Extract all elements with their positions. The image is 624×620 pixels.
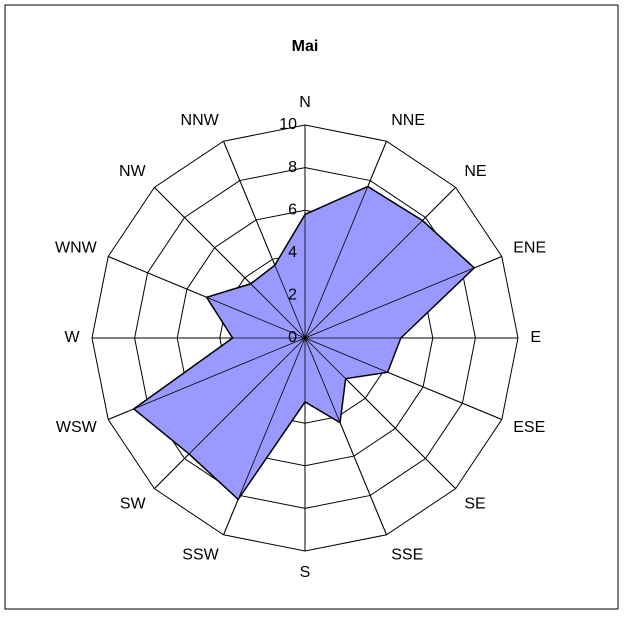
spoke xyxy=(108,337,306,420)
category-label: S xyxy=(300,564,311,581)
category-label: SE xyxy=(464,495,485,512)
r-tick-label: 6 xyxy=(288,201,297,218)
spoke xyxy=(304,337,456,489)
plot-area: 0 2 4 6 8 10N NNE NE ENE E ESE SE SSE S SSW SW WSW W WNW NW… xyxy=(55,94,546,581)
category-label: SSW xyxy=(182,546,219,563)
r-tick-label: 4 xyxy=(288,244,297,261)
spoke xyxy=(154,337,306,489)
spoke xyxy=(304,187,456,339)
category-label: WNW xyxy=(55,239,98,256)
r-tick-label: 0 xyxy=(288,329,297,346)
spoke xyxy=(304,337,387,535)
r-tick-label: 8 xyxy=(288,159,297,176)
category-label: SW xyxy=(120,495,147,512)
spoke xyxy=(304,256,502,339)
category-label: W xyxy=(64,329,80,346)
chart-title: Mai xyxy=(292,38,319,55)
spoke xyxy=(154,187,306,339)
category-label: WSW xyxy=(56,419,98,436)
category-label: E xyxy=(530,329,541,346)
category-label: ENE xyxy=(513,239,546,256)
category-label: NW xyxy=(119,163,147,180)
spoke xyxy=(223,337,306,535)
spoke xyxy=(304,141,387,339)
r-tick-label: 10 xyxy=(279,116,297,133)
category-label: N xyxy=(299,94,311,111)
category-label: ESE xyxy=(513,419,545,436)
spoke xyxy=(108,256,306,339)
category-label: NNW xyxy=(181,112,220,129)
spoke xyxy=(304,337,502,420)
category-label: NE xyxy=(464,163,486,180)
r-tick-label: 2 xyxy=(288,287,297,304)
category-label: NNE xyxy=(391,112,425,129)
spoke xyxy=(223,141,306,339)
category-label: SSE xyxy=(391,546,423,563)
